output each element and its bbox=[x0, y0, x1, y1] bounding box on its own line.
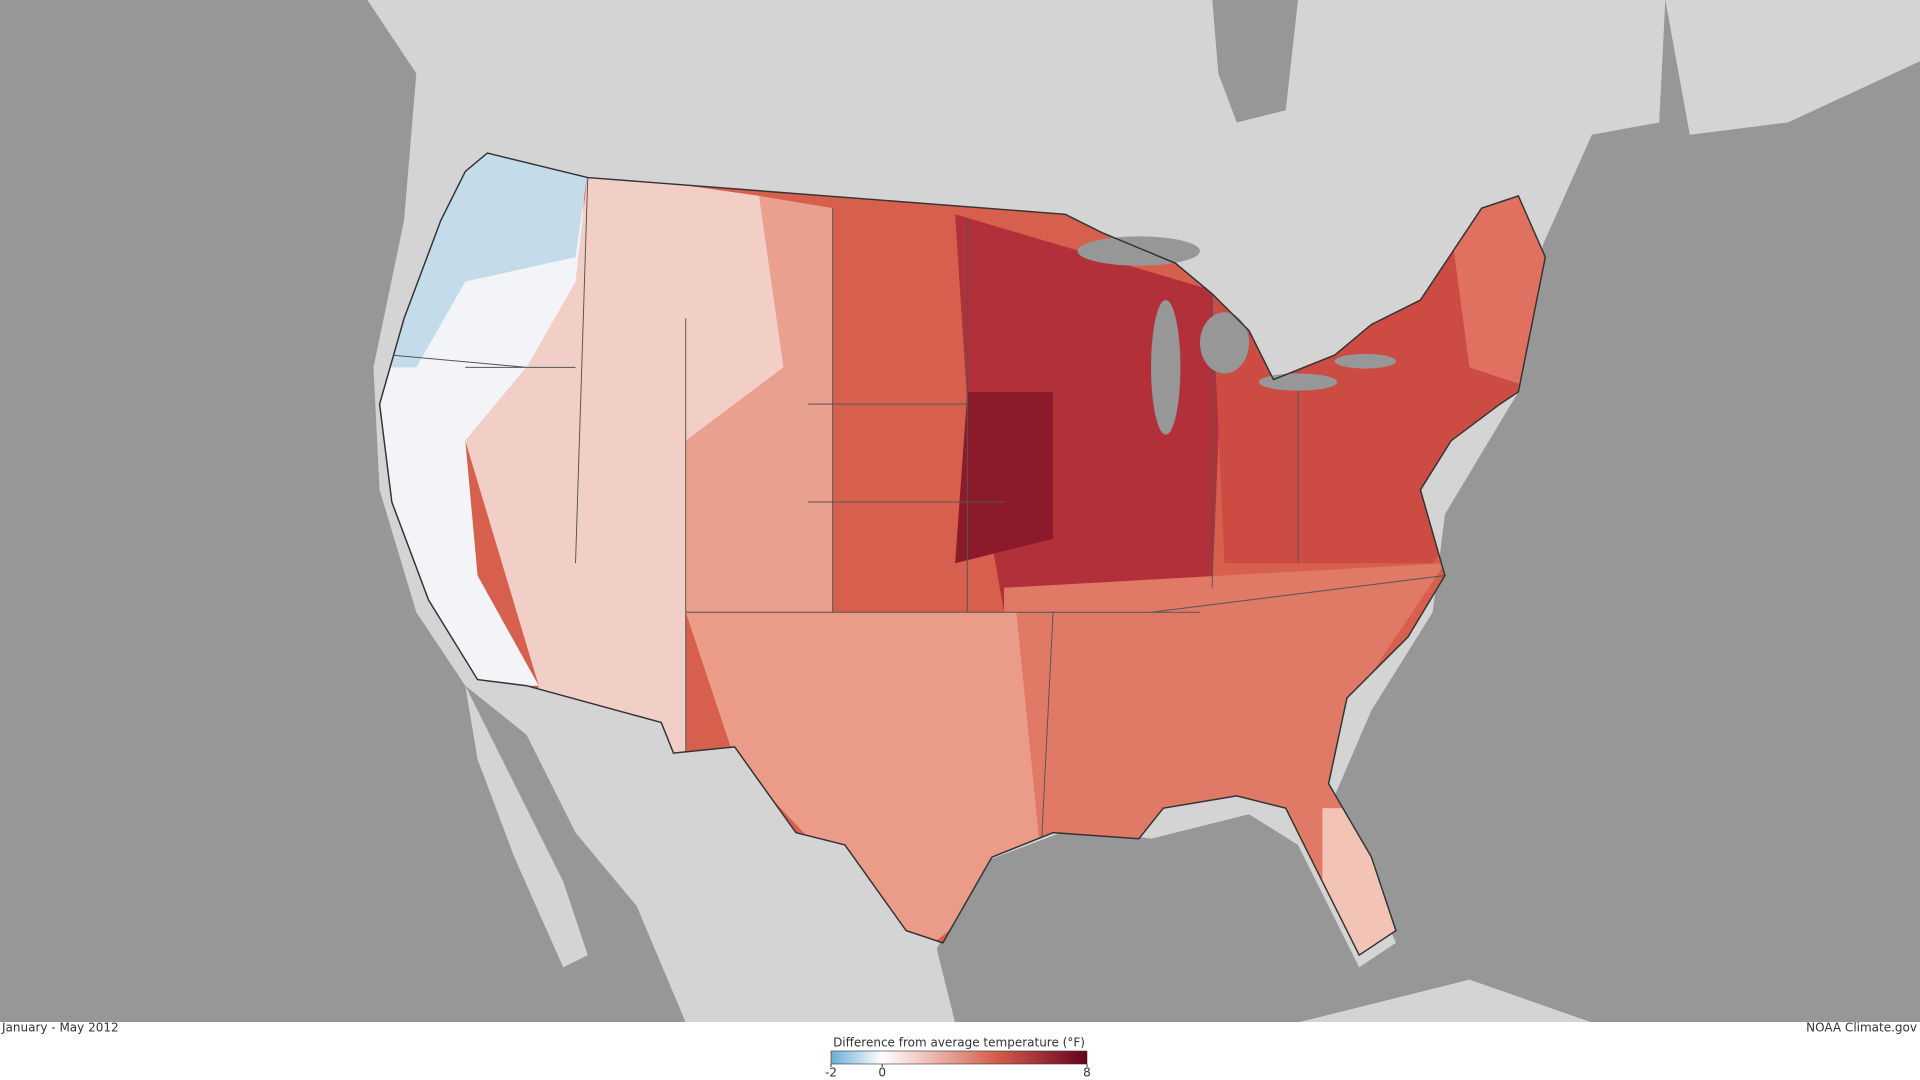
lake bbox=[1077, 236, 1201, 266]
region bbox=[1444, 183, 1546, 392]
tick-label: -2 bbox=[825, 1066, 837, 1080]
lake bbox=[1200, 312, 1249, 374]
map bbox=[0, 0, 1920, 1023]
caption: January - May 2012 bbox=[1, 1021, 119, 1035]
region bbox=[955, 391, 1054, 564]
credit: NOAA Climate.gov bbox=[1806, 1021, 1917, 1035]
lake bbox=[1151, 300, 1181, 435]
region bbox=[465, 171, 784, 760]
us-outline bbox=[378, 152, 1547, 957]
region bbox=[685, 195, 833, 613]
tick-label: 0 bbox=[878, 1066, 886, 1080]
region bbox=[685, 612, 1041, 956]
water bbox=[1212, 0, 1298, 123]
colorbar bbox=[830, 1050, 1088, 1065]
tick-label: 8 bbox=[1083, 1066, 1091, 1080]
land bbox=[1297, 979, 1592, 1023]
state-lines bbox=[391, 177, 1445, 858]
land bbox=[465, 685, 588, 968]
lake bbox=[1258, 373, 1338, 391]
legend-title: Difference from average temperature (°F) bbox=[833, 1036, 1085, 1050]
land bbox=[1665, 0, 1920, 135]
lake bbox=[1334, 353, 1396, 369]
